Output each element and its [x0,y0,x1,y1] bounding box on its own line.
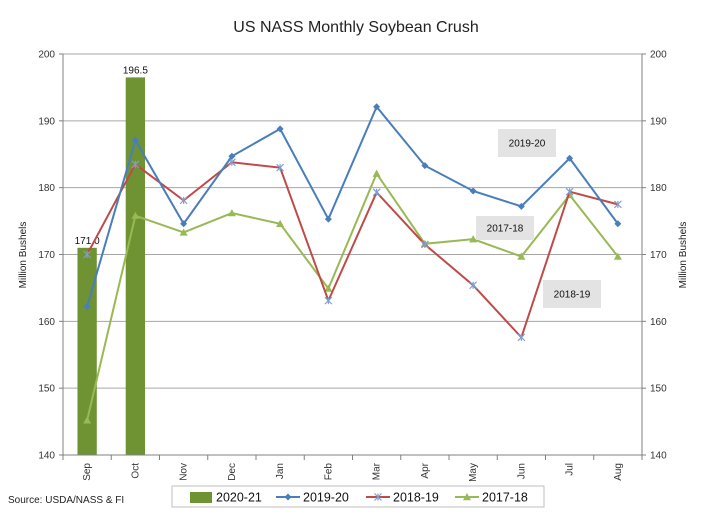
source-note: Source: USDA/NASS & FI [8,495,124,506]
x-tick-label-apr: Apr [420,462,431,478]
point-2017-18-aug [613,252,622,260]
legend-swatch-marker [374,493,382,501]
chart-title: US NASS Monthly Soybean Crush [233,19,478,36]
legend-label: 2020-21 [216,491,262,505]
y-tick-left-200: 200 [38,50,55,61]
legend-swatch-marker [284,493,292,501]
line-2018-19 [86,161,619,340]
callout-2018-19: 2018-19 [543,280,601,308]
bar-series-2020-21: 171.0 196.5 [75,65,148,456]
point-2017-18-sep [83,416,92,424]
point-2018-19-sep [83,250,92,259]
callout-label: 2019-20 [509,139,546,150]
x-tick-label-nov: Nov [179,463,190,481]
annotations: 2019-20 2017-18 2018-19 [476,129,601,308]
point-2017-18-jun [517,252,526,260]
point-2018-19-oct [131,160,140,169]
legend-label: 2018-19 [393,491,439,505]
point-2019-20-apr [421,162,429,170]
callout-2017-18: 2017-18 [476,216,534,240]
legend-swatch-marker [463,493,471,501]
line-2017-18 [86,171,619,421]
legend-item-2020-21: 2020-21 [190,491,262,505]
bar-label-oct: 196.5 [123,65,148,76]
bar-sep [77,247,97,455]
line-2019-20 [86,104,619,307]
point-2019-20-jun [517,202,525,210]
y-tick-right-180: 180 [650,183,667,194]
y-tick-right-200: 200 [650,50,667,61]
legend-item-2018-19: 2018-19 [366,491,439,505]
x-tick-label-jun: Jun [516,463,527,479]
point-2019-20-sep [83,303,91,311]
y-tick-left-170: 170 [38,250,55,261]
y-tick-left-180: 180 [38,183,55,194]
axes: 140 140 150 150 160 160 170 170 180 180 190 190 200 2… [38,50,667,482]
y-axis-label-right: Million Bushels [678,222,689,289]
point-2017-18-oct [131,211,140,219]
point-2018-19-feb [324,296,333,305]
point-2017-18-jan [276,219,285,227]
callout-label: 2018-19 [554,290,591,301]
x-tick-label-dec: Dec [227,463,238,481]
point-2018-19-apr [420,240,429,249]
legend-label: 2017-18 [482,491,528,505]
point-2017-18-may [469,235,478,243]
y-tick-right-160: 160 [650,317,667,328]
x-tick-label-sep: Sep [82,463,93,481]
point-2019-20-dec [228,152,236,160]
callout-2019-20: 2019-20 [498,129,556,157]
y-tick-right-140: 140 [650,451,667,462]
x-tick-label-oct: Oct [130,463,141,479]
bar-oct [125,77,146,456]
point-2017-18-feb [324,284,333,292]
legend-item-2019-20: 2019-20 [276,491,349,505]
x-tick-label-aug: Aug [613,463,624,481]
legend-swatch [190,492,212,503]
y-tick-left-160: 160 [38,317,55,328]
line-series [83,103,622,424]
y-tick-right-150: 150 [650,384,667,395]
point-2019-20-oct [131,136,139,144]
point-2018-19-jan [276,163,285,172]
point-2018-19-mar [372,188,381,197]
point-2018-19-jun [517,333,526,342]
y-tick-left-150: 150 [38,384,55,395]
point-2018-19-nov [179,196,188,205]
point-2019-20-mar [373,103,381,111]
callout-label: 2017-18 [487,224,524,235]
legend: 2020-21 2019-20 2018-19 2017-18 [171,485,545,508]
x-tick-label-may: May [468,463,479,482]
point-2017-18-dec [227,209,236,217]
point-2018-19-may [469,281,478,290]
point-2019-20-nov [180,220,188,228]
x-tick-label-jul: Jul [565,463,576,476]
bar-label-sep: 171.0 [75,236,100,247]
x-tick-label-feb: Feb [323,463,334,481]
legend-box [171,485,545,508]
point-2019-20-aug [614,220,622,228]
legend-label: 2019-20 [303,491,349,505]
y-tick-left-140: 140 [38,451,55,462]
point-2018-19-aug [613,200,622,209]
y-tick-right-190: 190 [650,116,667,127]
point-2017-18-nov [179,228,188,236]
point-2019-20-jan [276,125,284,133]
point-2019-20-may [469,187,477,195]
point-2018-19-jul [565,187,574,196]
point-2019-20-jul [566,154,574,162]
y-tick-right-170: 170 [650,250,667,261]
point-2019-20-feb [324,215,332,223]
x-tick-label-jan: Jan [275,463,286,479]
y-tick-left-190: 190 [38,116,55,127]
legend-item-2017-18: 2017-18 [455,491,528,505]
point-2017-18-mar [372,169,381,177]
y-axis-label-left: Million Bushels [18,222,29,289]
gridlines [63,53,642,389]
x-tick-label-mar: Mar [372,462,383,480]
